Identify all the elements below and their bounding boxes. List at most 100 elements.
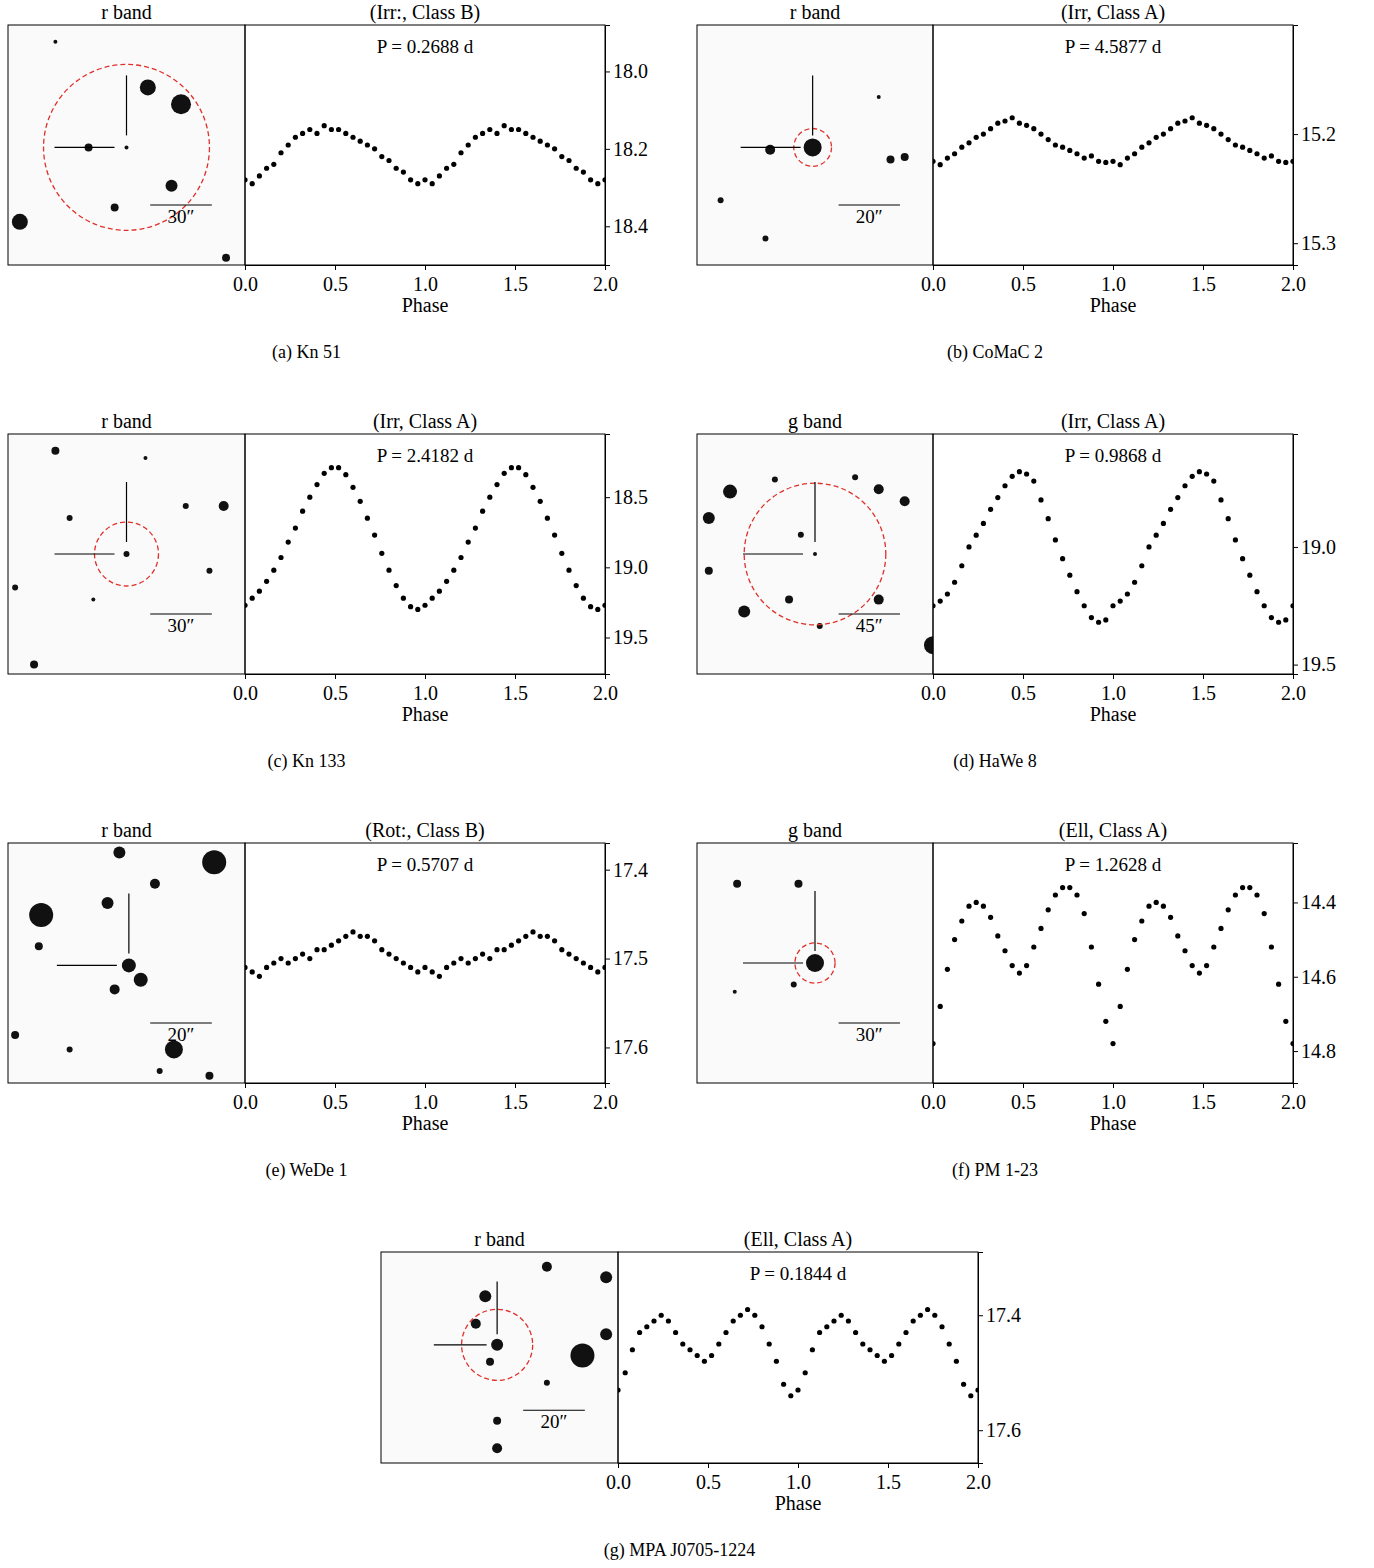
data-point — [1211, 944, 1216, 949]
tick: 1.5 — [1191, 1083, 1216, 1113]
star — [798, 532, 804, 538]
tick-label: 0.5 — [323, 682, 348, 704]
tick-label: 2.0 — [1281, 682, 1306, 704]
data-point — [574, 166, 579, 171]
tick: 0.0 — [921, 265, 946, 295]
star — [150, 879, 160, 889]
tick: 1.5 — [503, 1083, 528, 1113]
data-point — [1226, 137, 1231, 142]
data-point — [480, 131, 485, 136]
scale-bar-label: 20″ — [856, 206, 883, 227]
data-point — [523, 472, 528, 477]
data-point — [938, 598, 943, 603]
panel: 30″r band0.00.51.01.52.018.519.019.5Phas… — [8, 410, 648, 772]
star — [804, 138, 822, 156]
tick-label: 17.5 — [613, 947, 648, 969]
data-point — [1197, 970, 1202, 975]
image-frame — [697, 434, 933, 674]
data-point — [1204, 123, 1209, 128]
y-axis: 14.414.614.8 — [1293, 844, 1336, 1084]
tick: 18.0 — [605, 60, 648, 82]
tick-mark — [1293, 134, 1298, 135]
label-background — [1062, 35, 1165, 58]
scale-bar-label: 20″ — [541, 1411, 568, 1432]
data-point — [538, 139, 543, 144]
tick-mark — [888, 1463, 889, 1468]
data-point — [502, 123, 507, 128]
tick-mark — [605, 567, 610, 568]
tick: 1.5 — [1191, 265, 1216, 295]
star — [35, 942, 43, 950]
data-point — [1262, 155, 1267, 160]
data-point — [430, 969, 435, 974]
tick-label: 1.0 — [413, 682, 438, 704]
tick: 0.5 — [1011, 265, 1036, 295]
tick-mark — [1113, 265, 1114, 270]
data-point — [559, 154, 564, 159]
x-axis: 0.00.51.01.52.0 — [921, 674, 1306, 704]
star — [171, 94, 191, 114]
data-point — [709, 1353, 714, 1358]
data-point — [1024, 123, 1029, 128]
x-axis-title: Phase — [775, 1492, 822, 1514]
caption: (c) Kn 133 — [268, 751, 346, 772]
data-point — [803, 1370, 808, 1375]
data-point — [422, 177, 427, 182]
plot-title: (Ell, Class A) — [1059, 819, 1167, 842]
tick-mark — [933, 674, 934, 679]
crosshair — [497, 1282, 498, 1335]
data-point — [846, 1318, 851, 1323]
data-point — [1089, 615, 1094, 620]
tick-mark — [605, 226, 610, 227]
data-point — [954, 1359, 959, 1364]
data-point — [1254, 589, 1259, 594]
data-point — [745, 1307, 750, 1312]
star — [486, 1358, 494, 1366]
star — [12, 214, 28, 230]
star — [30, 660, 38, 668]
data-point — [1240, 556, 1245, 561]
star — [143, 456, 147, 460]
data-point — [1276, 620, 1281, 625]
data-point — [1283, 1019, 1288, 1024]
data-point — [523, 131, 528, 136]
data-point — [959, 918, 964, 923]
y-axis: 17.417.517.6 — [605, 844, 648, 1084]
tick: 17.4 — [978, 1304, 1021, 1326]
data-point — [981, 131, 986, 136]
tick-label: 0.5 — [1011, 273, 1036, 295]
data-point — [981, 521, 986, 526]
tick-label: 0.5 — [696, 1471, 721, 1493]
data-point — [545, 516, 550, 521]
plot-frame — [933, 25, 1293, 265]
tick: 18.2 — [605, 138, 648, 160]
tick-label: 18.0 — [613, 60, 648, 82]
data-point — [307, 127, 312, 132]
data-point — [408, 177, 413, 182]
caption: (b) CoMaC 2 — [947, 342, 1043, 363]
image-label: g band — [788, 410, 842, 433]
data-point — [1053, 142, 1058, 147]
data-point — [831, 1318, 836, 1323]
data-points — [245, 465, 605, 612]
data-point — [458, 150, 463, 155]
crosshair — [126, 75, 127, 135]
star — [600, 1328, 612, 1340]
data-point — [322, 947, 327, 952]
data-points — [933, 885, 1293, 1046]
data-point — [1226, 907, 1231, 912]
data-point — [1283, 160, 1288, 165]
tick-label: 0.5 — [1011, 1091, 1036, 1113]
tick: 0.0 — [233, 265, 258, 295]
tick-label: 0.0 — [921, 273, 946, 295]
data-point — [1168, 507, 1173, 512]
data-point — [401, 169, 406, 174]
tick-label: 0.5 — [323, 273, 348, 295]
tick-label: 1.5 — [1191, 273, 1216, 295]
data-point — [995, 121, 1000, 126]
data-point — [566, 158, 571, 163]
star — [723, 485, 737, 499]
data-point — [1118, 598, 1123, 603]
data-point — [545, 142, 550, 147]
data-point — [875, 1353, 880, 1358]
